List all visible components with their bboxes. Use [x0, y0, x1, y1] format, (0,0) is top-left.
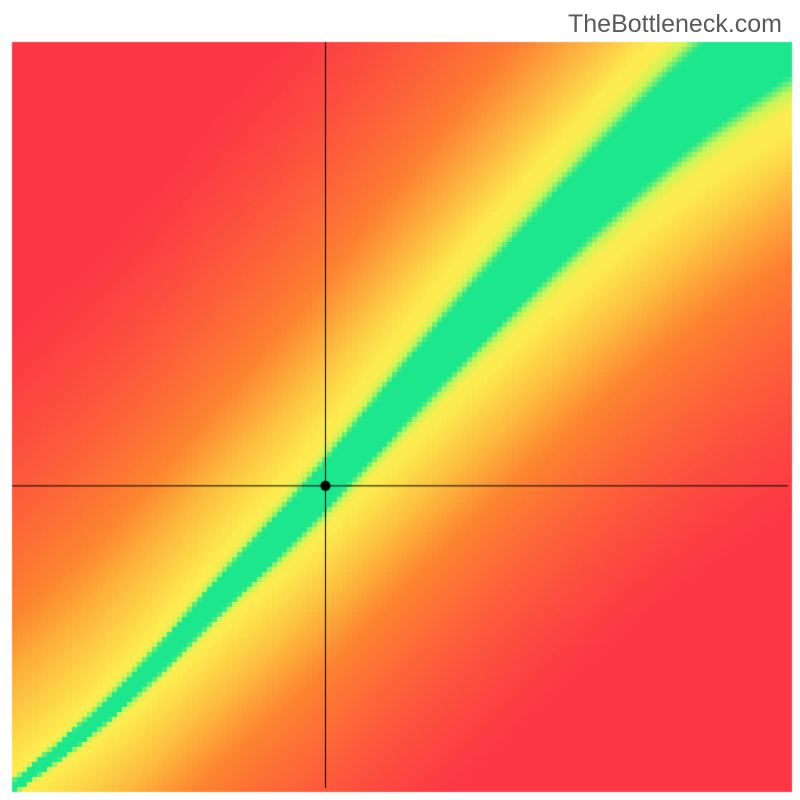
chart-container: TheBottleneck.com	[0, 0, 800, 800]
heatmap-canvas	[0, 0, 800, 800]
watermark-text: TheBottleneck.com	[568, 10, 782, 39]
